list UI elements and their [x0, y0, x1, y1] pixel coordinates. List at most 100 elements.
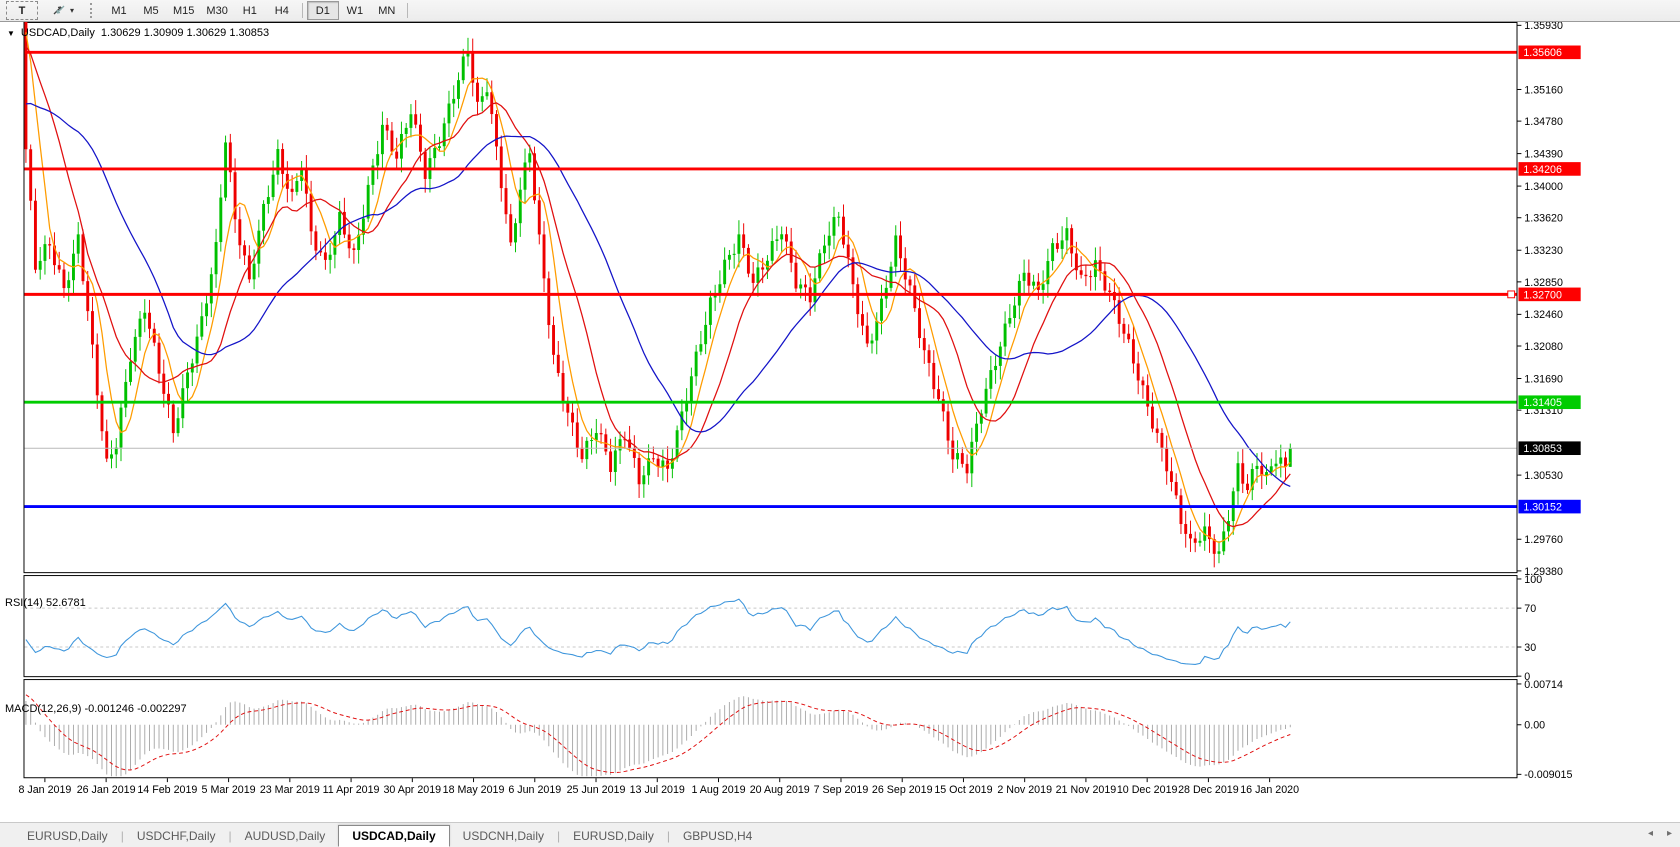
svg-text:20 Aug 2019: 20 Aug 2019 [750, 784, 810, 796]
chart-tab-eurusd-daily[interactable]: EURUSD,Daily [27, 828, 108, 843]
tab-separator: | [120, 828, 124, 843]
ma-slow-line [25, 102, 1291, 488]
svg-text:1.32080: 1.32080 [1524, 341, 1563, 353]
cursor-tool-dropdown-button[interactable]: ▾ [46, 1, 80, 20]
svg-text:1 Aug 2019: 1 Aug 2019 [691, 784, 745, 796]
svg-text:1.34000: 1.34000 [1524, 181, 1563, 193]
svg-text:16 Jan 2020: 16 Jan 2020 [1240, 784, 1299, 796]
ma-fast-line [25, 32, 1291, 544]
support-line-green-price-label [1518, 395, 1581, 410]
svg-text:1.34780: 1.34780 [1524, 116, 1563, 128]
timeframe-button-group: M1 M5 M15 M30 H1 H4 D1 W1 MN [103, 1, 412, 20]
timeframe-button-h1[interactable]: H1 [242, 4, 257, 17]
tab-separator: | [228, 828, 232, 843]
svg-text:1.35606: 1.35606 [1523, 47, 1562, 59]
svg-text:1.33620: 1.33620 [1524, 213, 1563, 225]
svg-text:-0.009015: -0.009015 [1524, 769, 1572, 781]
svg-text:0.00714: 0.00714 [1524, 679, 1563, 691]
timeframe-button-d1[interactable]: D1 [306, 1, 339, 20]
svg-text:28 Dec 2019: 28 Dec 2019 [1178, 784, 1239, 796]
svg-text:5 Mar 2019: 5 Mar 2019 [202, 784, 256, 796]
svg-text:1.30853: 1.30853 [1523, 443, 1562, 455]
text-annotation-tool-button[interactable]: T [6, 1, 38, 20]
toolbar-grip-handle[interactable] [90, 3, 95, 18]
svg-text:1.32700: 1.32700 [1523, 289, 1562, 301]
bid-price-line-price-label [1518, 441, 1581, 456]
support-line-blue-price-label [1518, 499, 1581, 514]
price-axis: 1.35930 1.35160 1.34780 1.34390 1.34000 1.336… [1517, 22, 1581, 578]
timeframe-button-m1[interactable]: M1 [111, 4, 127, 17]
svg-text:26 Sep 2019: 26 Sep 2019 [872, 784, 933, 796]
svg-text:11 Apr 2019: 11 Apr 2019 [323, 784, 380, 796]
tab-separator: | [666, 828, 670, 843]
chart-title: ▼ USDCAD,Daily 1.30629 1.30909 1.30629 1… [7, 27, 269, 39]
macd-pane: 0.00714 0.00 -0.009015 [25, 679, 1572, 781]
svg-text:1.29380: 1.29380 [1524, 566, 1563, 578]
chevron-down-icon: ▾ [70, 6, 75, 15]
svg-text:21 Nov 2019: 21 Nov 2019 [1056, 784, 1117, 796]
rsi-pane: 100 70 30 0 [24, 574, 1542, 683]
svg-text:1.30152: 1.30152 [1523, 501, 1562, 513]
resistance-line-1-price-label [1518, 45, 1581, 60]
svg-text:0: 0 [1524, 671, 1530, 683]
chart-panes [23, 22, 1518, 779]
date-axis: 8 Jan 2019 26 Jan 2019 14 Feb 2019 5 Mar 20… [18, 778, 1299, 796]
chart-area[interactable]: 1.35930 1.35160 1.34780 1.34390 1.34000 1.336… [0, 22, 1680, 821]
svg-text:1.35160: 1.35160 [1524, 84, 1563, 96]
svg-text:1.31690: 1.31690 [1524, 373, 1563, 385]
tab-scroll-right-button[interactable]: ▸ [1666, 828, 1672, 839]
svg-text:100: 100 [1524, 574, 1542, 586]
chart-dropdown-icon[interactable]: ▼ [7, 28, 15, 38]
resistance-line-3-price-label [1518, 287, 1581, 302]
timeframe-button-w1[interactable]: W1 [346, 4, 364, 17]
ohlc-values: 1.30629 1.30909 1.30629 1.30853 [100, 27, 270, 39]
timeframe-button-mn[interactable]: MN [378, 4, 396, 17]
svg-text:1.35930: 1.35930 [1524, 22, 1563, 32]
svg-text:1.29760: 1.29760 [1524, 534, 1563, 546]
timeframe-button-m30[interactable]: M30 [206, 4, 228, 17]
svg-text:25 Jun 2019: 25 Jun 2019 [567, 784, 626, 796]
price-chart-canvas[interactable]: 1.35930 1.35160 1.34780 1.34390 1.34000 1.336… [0, 22, 1680, 821]
timeframe-button-m5[interactable]: M5 [143, 4, 159, 17]
chart-tab-audusd-daily[interactable]: AUDUSD,Daily [244, 828, 326, 843]
chart-tab-bar: EURUSD,Daily | USDCHF,Daily | AUDUSD,Daily US… [0, 822, 1680, 847]
svg-text:30 Apr 2019: 30 Apr 2019 [383, 784, 441, 796]
svg-text:1.33230: 1.33230 [1524, 245, 1563, 257]
svg-text:2 Nov 2019: 2 Nov 2019 [997, 784, 1052, 796]
timeframe-button-m15[interactable]: M15 [173, 4, 195, 17]
resistance-line-3-handle[interactable] [1507, 290, 1516, 299]
tab-separator: | [557, 828, 561, 843]
svg-text:7 Sep 2019: 7 Sep 2019 [814, 784, 869, 796]
timeframe-button-h4[interactable]: H4 [274, 4, 289, 17]
macd-histogram [25, 696, 1291, 777]
svg-text:70: 70 [1524, 603, 1536, 615]
chart-tab-gbpusd-h4[interactable]: GBPUSD,H4 [682, 828, 753, 843]
svg-text:13 Jul 2019: 13 Jul 2019 [630, 784, 685, 796]
chart-tab-usdcnh-daily[interactable]: USDCNH,Daily [462, 828, 545, 843]
macd-indicator-label: MACD(12,26,9) -0.001246 -0.002297 [5, 703, 187, 715]
chart-toolbar: T ▾ M1 M5 M15 M30 H1 H4 D1 W1 MN [0, 0, 1680, 22]
svg-text:26 Jan 2019: 26 Jan 2019 [77, 784, 136, 796]
svg-text:1.34206: 1.34206 [1523, 164, 1562, 176]
resistance-line-2-price-label [1518, 162, 1581, 176]
horizontal-price-lines [24, 50, 1517, 509]
svg-text:0.00: 0.00 [1524, 720, 1545, 732]
svg-text:23 Mar 2019: 23 Mar 2019 [260, 784, 320, 796]
svg-text:6 Jun 2019: 6 Jun 2019 [508, 784, 561, 796]
svg-text:10 Dec 2019: 10 Dec 2019 [1117, 784, 1178, 796]
symbol-timeframe-label: USDCAD,Daily [20, 27, 95, 39]
rsi-line [25, 598, 1291, 665]
toolbar-separator [301, 3, 303, 18]
chart-tab-eurusd-daily[interactable]: EURUSD,Daily [573, 828, 654, 843]
svg-text:8 Jan 2019: 8 Jan 2019 [18, 784, 71, 796]
svg-text:18 May 2019: 18 May 2019 [443, 784, 505, 796]
svg-text:1.30530: 1.30530 [1524, 470, 1563, 482]
tab-scroll-left-button[interactable]: ◂ [1647, 828, 1653, 839]
chart-tab-usdcad-daily[interactable]: USDCAD,Daily [338, 825, 450, 847]
chart-tab-usdchf-daily[interactable]: USDCHF,Daily [136, 828, 216, 843]
toolbar-separator [406, 3, 408, 18]
macd-signal-line [25, 694, 1291, 774]
svg-text:15 Oct 2019: 15 Oct 2019 [934, 784, 992, 796]
svg-text:1.32850: 1.32850 [1524, 277, 1563, 289]
